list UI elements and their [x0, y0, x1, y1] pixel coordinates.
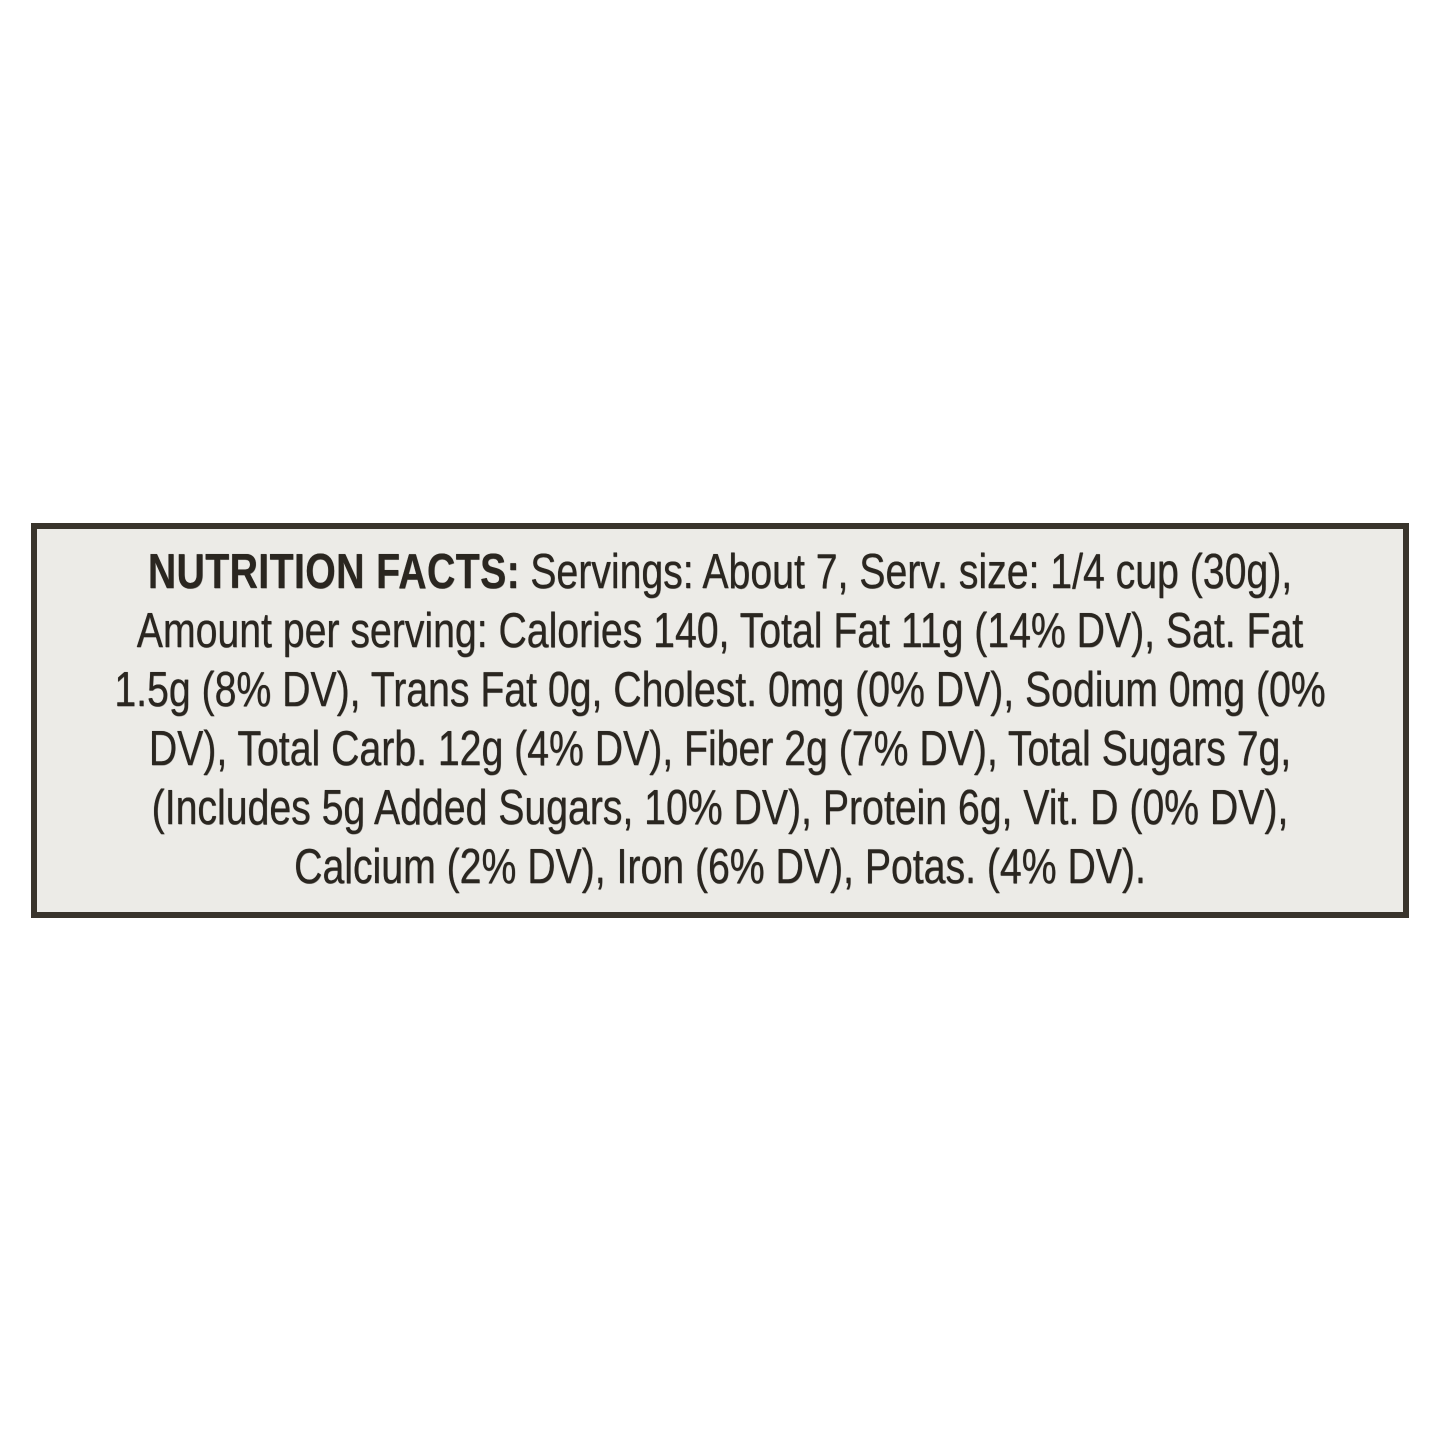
label-line-5: (Includes 5g Added Sugars, 10% DV), Prot…	[151, 781, 1289, 835]
label-line-6: Calcium (2% DV), Iron (6% DV), Potas. (4…	[294, 840, 1146, 894]
nutrition-facts-panel: NUTRITION FACTS: Servings: About 7, Serv.…	[31, 523, 1409, 918]
nutrition-facts-text: NUTRITION FACTS: Servings: About 7, Serv.…	[40, 543, 1400, 897]
servings-info: Servings: About 7, Serv. size: 1/4 cup (…	[530, 545, 1293, 599]
nutrition-facts-title: NUTRITION FACTS:	[147, 545, 521, 599]
label-line-2: Amount per serving: Calories 140, Total …	[136, 604, 1304, 658]
label-line-4: DV), Total Carb. 12g (4% DV), Fiber 2g (…	[148, 722, 1292, 776]
label-line-1: NUTRITION FACTS: Servings: About 7, Serv.…	[40, 543, 1400, 602]
label-line-3: 1.5g (8% DV), Trans Fat 0g, Cholest. 0mg…	[114, 663, 1326, 717]
